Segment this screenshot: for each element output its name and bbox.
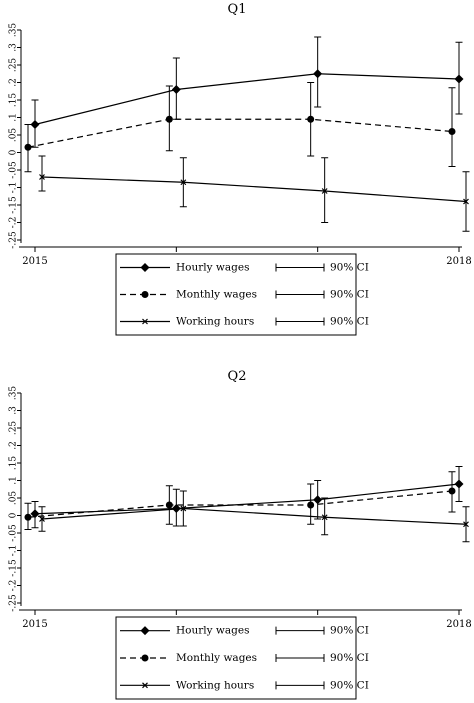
legend-marker xyxy=(142,682,148,689)
data-point xyxy=(180,179,187,186)
legend-entry: Monthly wages 90% CI xyxy=(120,289,369,301)
data-point xyxy=(30,509,40,519)
data-point xyxy=(307,501,315,509)
y-tick-label: .15 xyxy=(9,456,19,471)
x-tick-label: 2018 xyxy=(446,619,471,630)
series-working-hours xyxy=(38,155,470,232)
y-tick-label: -.25 xyxy=(9,231,19,249)
y-tick-label: .35 xyxy=(9,23,19,38)
data-point xyxy=(313,69,323,79)
data-point xyxy=(39,174,45,180)
legend-label: Working hours xyxy=(176,679,254,691)
series-line xyxy=(41,507,467,525)
data-point xyxy=(463,198,469,205)
legend-label: Monthly wages xyxy=(176,289,257,301)
series-line xyxy=(34,483,460,515)
legend-entry: Monthly wages 90% CI xyxy=(120,652,369,664)
legend-entry: Working hours 90% CI xyxy=(120,679,369,691)
data-point xyxy=(30,120,40,129)
y-tick-label: .2 xyxy=(9,78,19,87)
legend-label: Monthly wages xyxy=(176,652,257,664)
y-tick-label: .05 xyxy=(9,128,19,143)
legend-ci-label: 90% CI xyxy=(330,262,369,274)
data-point xyxy=(463,521,469,528)
legend-ci-label: 90% CI xyxy=(330,289,369,301)
series-hourly-wages xyxy=(30,466,464,529)
data-point xyxy=(321,188,328,194)
panel-q1: Q1 -.25 -.2 -.15 -.1 -.05 0 .05 .1 .15 .2 .25 .3 .35 2… xyxy=(9,2,472,336)
y-tick-label: .25 xyxy=(9,421,19,436)
chart-title: Q1 xyxy=(228,2,247,17)
series-line xyxy=(34,73,460,126)
data-point xyxy=(313,495,323,505)
legend-marker xyxy=(140,263,150,272)
legend-entry: Hourly wages 90% CI xyxy=(120,625,369,637)
y-tick-label: -.05 xyxy=(9,161,19,179)
y-tick-label: -.1 xyxy=(9,182,19,194)
y-tick-label: -.25 xyxy=(9,594,19,612)
y-tick-label: 0 xyxy=(9,512,19,518)
y-tick-label: .15 xyxy=(9,93,19,108)
legend-ci-label: 90% CI xyxy=(330,679,369,691)
legend-entry: Working hours 90% CI xyxy=(120,316,369,328)
legend-marker xyxy=(142,318,148,325)
data-point xyxy=(165,501,173,509)
y-tick-label: -.15 xyxy=(9,559,19,577)
legend-label: Hourly wages xyxy=(176,262,249,274)
series-working-hours xyxy=(38,490,470,543)
legend-entry: Hourly wages 90% CI xyxy=(120,262,369,274)
chart-title: Q2 xyxy=(228,369,247,384)
series-monthly-wages xyxy=(24,82,456,173)
legend-label: Working hours xyxy=(176,316,254,328)
x-tick-label: 2015 xyxy=(22,619,47,630)
legend-ci-label: 90% CI xyxy=(330,652,369,664)
data-point xyxy=(454,479,464,489)
x-tick-label: 2015 xyxy=(22,256,47,267)
legend-label: Hourly wages xyxy=(176,625,249,637)
x-tick-label: 2018 xyxy=(446,256,471,267)
series-line xyxy=(41,176,467,203)
data-point xyxy=(454,74,464,84)
data-point xyxy=(39,516,45,522)
y-tick-label: .05 xyxy=(9,491,19,506)
legend-marker xyxy=(140,626,150,636)
y-tick-label: .2 xyxy=(9,441,19,450)
y-tick-label: -.1 xyxy=(9,545,19,557)
data-point xyxy=(165,115,173,123)
data-point xyxy=(171,85,181,94)
legend-ci-label: 90% CI xyxy=(330,625,369,637)
data-point xyxy=(24,513,32,521)
y-tick-label: .35 xyxy=(9,386,19,401)
panel-q2: Q2 -.25 -.2 -.15 -.1 -.05 0 .05 .1 .15 .2 .25 .3 .35 2… xyxy=(9,369,472,700)
legend-ci-label: 90% CI xyxy=(330,316,369,328)
y-tick-label: .3 xyxy=(9,43,19,52)
y-tick-label: .25 xyxy=(9,58,19,73)
y-tick-label: -.05 xyxy=(9,524,19,542)
series-line xyxy=(27,118,453,148)
y-tick-label: -.2 xyxy=(9,580,19,592)
series-monthly-wages xyxy=(24,471,456,530)
legend-marker xyxy=(141,654,149,662)
data-point xyxy=(448,487,456,495)
y-tick-label: 0 xyxy=(9,149,19,155)
series-line xyxy=(27,490,453,518)
legend-marker xyxy=(141,291,149,298)
y-tick-label: .1 xyxy=(9,113,19,122)
series-hourly-wages xyxy=(30,36,464,148)
y-tick-label: .3 xyxy=(9,406,19,415)
data-point xyxy=(307,115,315,123)
data-point xyxy=(448,128,456,135)
y-tick-label: -.15 xyxy=(9,196,19,214)
data-point xyxy=(321,514,328,521)
data-point xyxy=(180,505,187,512)
data-point xyxy=(24,143,32,151)
y-tick-label: .1 xyxy=(9,476,19,485)
y-tick-label: -.2 xyxy=(9,217,19,229)
